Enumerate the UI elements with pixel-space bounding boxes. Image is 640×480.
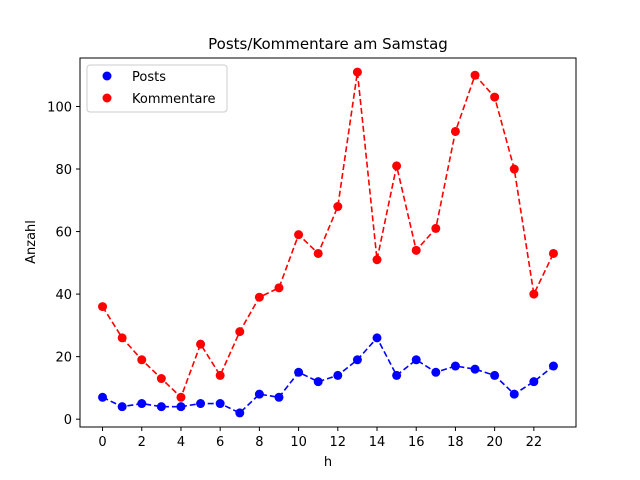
data-point-posts: [470, 364, 480, 374]
series-line-kommentare: [101, 71, 555, 399]
x-tick-label: 14: [369, 435, 386, 450]
data-point-kommentare: [333, 202, 343, 212]
x-tick-label: 10: [290, 435, 307, 450]
data-point-kommentare: [137, 355, 147, 365]
y-tick-label: 0: [64, 413, 72, 428]
y-tick-label: 20: [55, 351, 72, 366]
data-point-kommentare: [352, 67, 362, 77]
y-tick-label: 80: [55, 163, 72, 178]
x-tick-label: 4: [177, 435, 185, 450]
data-point-posts: [176, 402, 186, 412]
data-point-posts: [352, 355, 362, 365]
data-point-posts: [411, 355, 421, 365]
data-point-posts: [98, 392, 108, 402]
y-axis-label: Anzahl: [24, 220, 39, 264]
data-point-kommentare: [117, 333, 127, 343]
data-point-kommentare: [156, 374, 166, 384]
x-tick-label: 8: [255, 435, 263, 450]
data-point-posts: [313, 377, 323, 387]
chart-title: Posts/Kommentare am Samstag: [208, 35, 448, 53]
x-tick-label: 12: [330, 435, 347, 450]
data-point-kommentare: [313, 248, 323, 258]
y-tick-label: 100: [47, 100, 72, 115]
x-tick-label: 16: [408, 435, 425, 450]
x-tick-label: 18: [447, 435, 464, 450]
data-point-kommentare: [470, 70, 480, 80]
data-point-kommentare: [529, 289, 539, 299]
x-tick-label: 0: [98, 435, 106, 450]
plot-frame: [79, 57, 577, 428]
data-point-posts: [431, 367, 441, 377]
data-point-posts: [117, 402, 127, 412]
data-point-kommentare: [431, 223, 441, 233]
legend-label-posts: Posts: [132, 70, 166, 85]
x-tick-label: 6: [216, 435, 224, 450]
legend-marker-kommentare: [102, 93, 112, 103]
y-axis: 0 20 40 60 80 100: [47, 100, 80, 428]
x-axis: 0 2 4 6 8 10 12 14 16 18 20 22: [98, 427, 542, 450]
y-tick-label: 60: [55, 226, 72, 241]
x-axis-label: h: [324, 455, 332, 470]
legend-marker-posts: [102, 71, 112, 81]
data-point-kommentare: [254, 292, 264, 302]
data-point-posts: [333, 370, 343, 380]
data-point-posts: [254, 389, 264, 399]
x-tick-label: 20: [486, 435, 503, 450]
data-point-posts: [196, 399, 206, 409]
data-point-kommentare: [372, 255, 382, 265]
data-point-posts: [509, 389, 519, 399]
x-tick-label: 22: [526, 435, 543, 450]
data-point-kommentare: [235, 327, 245, 337]
data-point-kommentare: [490, 92, 500, 102]
data-point-kommentare: [98, 302, 108, 312]
legend-label-kommentare: Kommentare: [132, 92, 216, 107]
data-point-posts: [235, 408, 245, 418]
data-point-kommentare: [196, 339, 206, 349]
data-point-kommentare: [509, 164, 519, 174]
data-point-kommentare: [450, 126, 460, 136]
data-point-posts: [274, 392, 284, 402]
data-point-posts: [156, 402, 166, 412]
legend-box: [86, 64, 228, 113]
data-point-posts: [490, 370, 500, 380]
series-layer: [98, 67, 558, 418]
data-point-kommentare: [215, 370, 225, 380]
data-point-posts: [137, 399, 147, 409]
data-point-posts: [372, 333, 382, 343]
data-point-kommentare: [176, 392, 186, 402]
data-point-kommentare: [548, 248, 558, 258]
data-point-posts: [450, 361, 460, 371]
data-point-posts: [548, 361, 558, 371]
data-point-posts: [294, 367, 304, 377]
data-point-posts: [215, 399, 225, 409]
data-point-posts: [392, 370, 402, 380]
x-tick-label: 2: [138, 435, 146, 450]
data-point-posts: [529, 377, 539, 387]
series-line-posts: [102, 336, 554, 414]
y-tick-label: 40: [55, 288, 72, 303]
data-point-kommentare: [392, 161, 402, 171]
data-point-kommentare: [274, 283, 284, 293]
legend: Posts Kommentare: [86, 64, 228, 113]
data-point-kommentare: [294, 230, 304, 240]
data-point-kommentare: [411, 245, 421, 255]
